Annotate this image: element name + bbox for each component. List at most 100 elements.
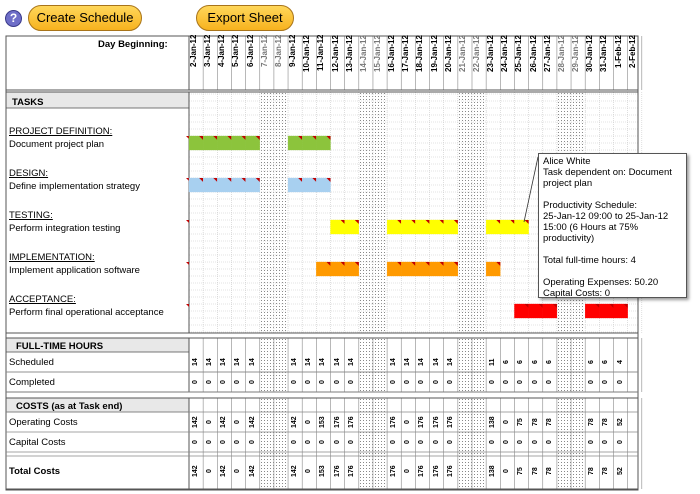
task-define-implementation-strategy[interactable]: Define implementation strategy xyxy=(9,181,140,192)
weekend-column xyxy=(571,398,586,489)
tasks-section-title: TASKS xyxy=(12,97,44,108)
weekend-column xyxy=(472,92,487,333)
weekend-column xyxy=(358,92,373,333)
task-cell-marker xyxy=(453,262,458,266)
day-label: 12-Jan-12 xyxy=(330,35,340,72)
value-cell: 0 xyxy=(489,380,497,384)
task-cell-marker xyxy=(227,178,232,182)
value-cell: 0 xyxy=(404,420,412,424)
value-cell: 142 xyxy=(291,465,299,477)
weekend-column xyxy=(457,398,472,489)
value-cell: 0 xyxy=(588,380,596,384)
value-cell: 176 xyxy=(333,416,341,428)
value-cell: 78 xyxy=(531,467,539,475)
value-cell: 0 xyxy=(503,380,511,384)
value-cell: 0 xyxy=(234,380,242,384)
task-perform-final-operational-acceptance[interactable]: Perform final operational acceptance xyxy=(9,307,164,318)
task-bar-cell xyxy=(429,261,444,277)
weekend-column xyxy=(457,338,472,392)
task-bar-cell xyxy=(316,135,331,151)
day-label: 2-Jan-12 xyxy=(189,35,198,68)
value-cell: 0 xyxy=(220,440,228,444)
value-cell: 14 xyxy=(206,358,214,366)
task-bar-cell xyxy=(202,177,218,193)
task-cell-marker xyxy=(354,220,359,224)
operating-costs-label: Operating Costs xyxy=(9,417,78,428)
value-cell: 14 xyxy=(446,358,454,366)
task-cell-marker xyxy=(397,220,402,224)
task-bar-cell xyxy=(429,219,444,235)
value-cell: 0 xyxy=(234,440,242,444)
value-cell: 0 xyxy=(248,380,256,384)
day-label: 17-Jan-12 xyxy=(401,35,411,72)
weekend-column xyxy=(472,398,487,489)
category-testing: TESTING: xyxy=(9,210,53,221)
task-implement-application-software[interactable]: Implement application software xyxy=(9,265,140,276)
task-bar-cell xyxy=(542,303,558,319)
task-bar-cell xyxy=(316,177,331,193)
weekend-column xyxy=(556,398,572,489)
value-cell: 176 xyxy=(347,465,355,477)
value-cell: 14 xyxy=(192,358,199,366)
value-cell: 176 xyxy=(432,465,440,477)
value-cell: 142 xyxy=(192,416,199,428)
task-cell-marker xyxy=(326,262,331,266)
value-cell: 0 xyxy=(404,469,412,473)
value-cell: 0 xyxy=(503,469,511,473)
value-cell: 6 xyxy=(602,360,610,364)
value-cell: 0 xyxy=(390,380,398,384)
task-bar-cell xyxy=(330,261,345,277)
task-cell-marker xyxy=(623,304,628,308)
value-cell: 14 xyxy=(333,358,341,366)
weekend-column xyxy=(259,338,274,392)
export-sheet-button[interactable]: Export Sheet xyxy=(196,5,294,31)
task-cell-marker xyxy=(439,262,444,266)
value-cell: 0 xyxy=(319,440,327,444)
task-bar-cell xyxy=(202,135,218,151)
task-cell-marker xyxy=(199,136,204,140)
task-perform-integration-testing[interactable]: Perform integration testing xyxy=(9,223,121,234)
task-bar-cell xyxy=(401,261,416,277)
task-cell-marker xyxy=(199,178,204,182)
value-cell: 14 xyxy=(432,358,440,366)
day-label: 25-Jan-12 xyxy=(514,35,524,72)
value-cell: 142 xyxy=(220,465,228,477)
help-icon[interactable]: ? xyxy=(5,10,22,27)
task-cell-marker xyxy=(241,136,246,140)
value-cell: 78 xyxy=(545,418,553,426)
task-cell-marker xyxy=(298,136,303,140)
task-cell-marker xyxy=(298,178,303,182)
value-cell: 6 xyxy=(588,360,596,364)
task-bar-cell xyxy=(302,177,317,193)
day-label: 9-Jan-12 xyxy=(288,35,298,68)
value-cell: 11 xyxy=(489,358,497,366)
value-cell: 0 xyxy=(418,380,426,384)
value-cell: 176 xyxy=(390,465,398,477)
day-label: 7-Jan-12 xyxy=(259,35,269,68)
task-bar-cell xyxy=(344,219,359,235)
task-cell-marker xyxy=(312,178,317,182)
value-cell: 0 xyxy=(206,420,214,424)
day-label: 29-Jan-12 xyxy=(571,35,581,72)
day-label: 31-Jan-12 xyxy=(599,35,609,72)
task-bar-cell xyxy=(386,261,402,277)
task-bar-cell xyxy=(415,261,430,277)
task-cell-marker xyxy=(354,262,359,266)
task-marker xyxy=(186,178,189,181)
value-cell: 142 xyxy=(248,416,256,428)
value-cell: 14 xyxy=(390,358,398,366)
value-cell: 0 xyxy=(545,440,553,444)
task-document-project-plan[interactable]: Document project plan xyxy=(9,139,105,150)
weekend-column xyxy=(457,92,472,333)
day-label: 27-Jan-12 xyxy=(542,35,552,72)
task-cell-marker xyxy=(439,220,444,224)
weekend-column xyxy=(273,398,289,489)
create-schedule-button[interactable]: Create Schedule xyxy=(28,5,142,31)
value-cell: 0 xyxy=(432,440,440,444)
task-cell-marker xyxy=(552,304,557,308)
task-bar-cell xyxy=(415,219,430,235)
category-project-definition: PROJECT DEFINITION: xyxy=(9,126,113,137)
value-cell: 0 xyxy=(531,440,539,444)
